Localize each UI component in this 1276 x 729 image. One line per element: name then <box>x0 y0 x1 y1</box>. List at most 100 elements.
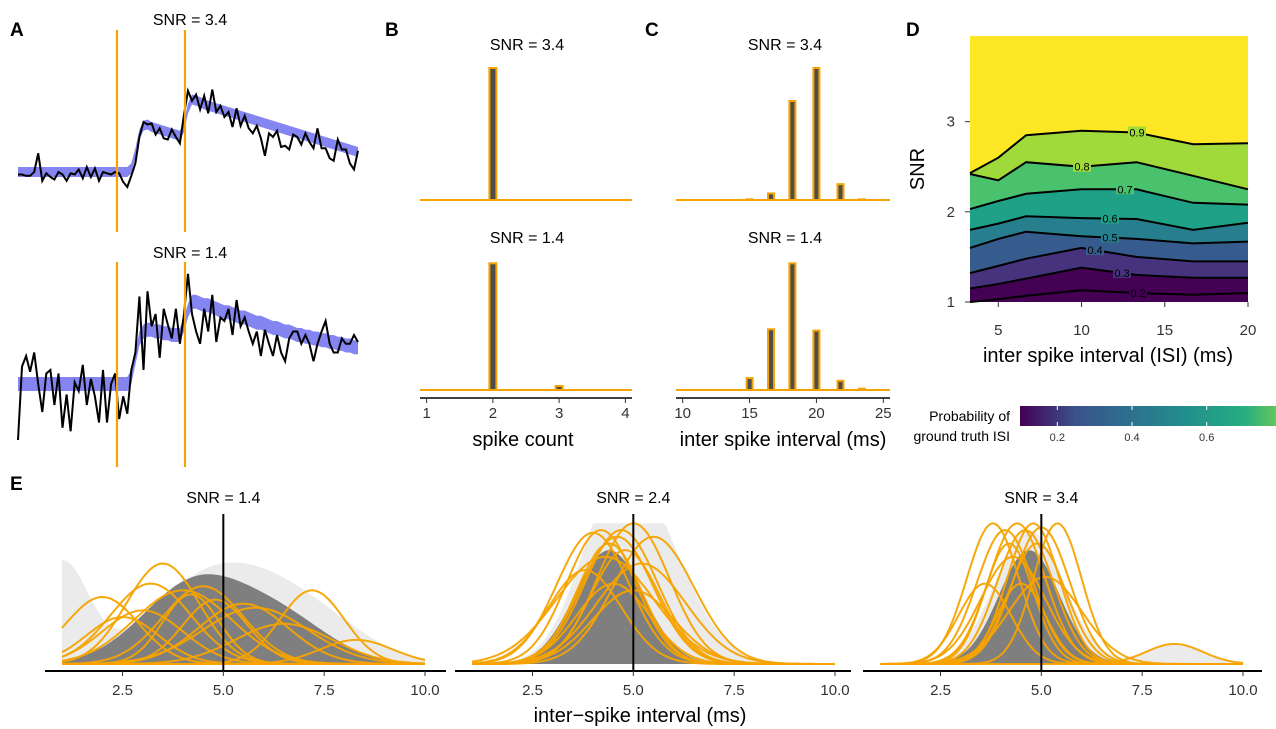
panel-label-d: D <box>906 20 920 41</box>
panel-a-traces: SNR = 3.4 SNR = 1.4 <box>17 12 359 467</box>
contour-line <box>969 215 1249 231</box>
panel-a-title-top: SNR = 3.4 <box>153 12 227 29</box>
panel-c-x-label: inter spike interval (ms) <box>680 429 887 451</box>
x-tick-label: 25 <box>875 405 892 422</box>
contour-line <box>969 246 1248 275</box>
contour-label: 0.4 <box>1087 245 1102 257</box>
x-tick-label: 7.5 <box>314 682 335 699</box>
histogram-bar <box>488 262 498 391</box>
panel-label-a: A <box>10 20 24 41</box>
contour-label-bg <box>1073 160 1091 172</box>
posterior-curve <box>62 606 426 665</box>
contour-label-bg <box>1101 231 1119 243</box>
legend-title-line2: ground truth ISI <box>913 428 1010 444</box>
legend-tick-label: 0.2 <box>1050 432 1065 444</box>
heatmap-band <box>970 290 1248 302</box>
x-tick-label: 10 <box>1073 322 1090 339</box>
panel-c-title-bottom: SNR = 1.4 <box>748 230 822 247</box>
x-tick-label: 2.5 <box>930 682 951 699</box>
facet-title: SNR = 1.4 <box>186 490 260 507</box>
panel-e-x-label: inter−spike interval (ms) <box>534 705 747 727</box>
legend-tick-label: 0.4 <box>1124 432 1139 444</box>
panel-c-title-top: SNR = 3.4 <box>748 37 822 54</box>
histogram-bar <box>788 262 797 391</box>
histogram-bar <box>836 183 845 201</box>
panel-b-title-top: SNR = 3.4 <box>490 37 564 54</box>
x-tick-label: 7.5 <box>1132 682 1153 699</box>
contour-line <box>969 129 1249 174</box>
x-tick-label: 2.5 <box>522 682 543 699</box>
contour-label-bg <box>1116 183 1134 195</box>
x-tick-label: 15 <box>1156 322 1173 339</box>
contour-line <box>969 188 1249 211</box>
x-tick-label: 15 <box>741 405 758 422</box>
x-tick-label: 20 <box>1240 322 1257 339</box>
fit-band-0 <box>18 94 358 177</box>
histogram-bar <box>857 387 866 392</box>
histogram-bar <box>767 328 775 391</box>
x-tick-label: 3 <box>555 405 563 422</box>
x-tick-label: 4 <box>621 405 629 422</box>
panel-b-x-label: spike count <box>472 429 574 451</box>
x-tick-label: 20 <box>808 405 825 422</box>
contour-label: 0.7 <box>1117 184 1132 196</box>
histogram-bar <box>836 379 845 391</box>
legend-title-line1: Probability of <box>929 408 1010 424</box>
x-tick-label: 2.5 <box>112 682 133 699</box>
contour-label: 0.9 <box>1129 128 1144 140</box>
histogram-bar <box>788 100 797 201</box>
contour-label-bg <box>1128 126 1146 138</box>
histogram-bar <box>812 329 821 392</box>
posterior-curve <box>62 593 425 665</box>
contour-line <box>969 266 1248 290</box>
contour-label: 0.6 <box>1102 214 1117 226</box>
contour-label-bg <box>1086 244 1104 256</box>
x-tick-label: 5.0 <box>1031 682 1052 699</box>
panel-label-e: E <box>10 474 23 495</box>
contour-label: 0.2 <box>1130 288 1145 300</box>
contour-label: 0.8 <box>1074 162 1089 174</box>
x-tick-label: 5 <box>994 322 1002 339</box>
panel-a-title-bottom: SNR = 1.4 <box>153 245 227 262</box>
x-tick-label: 5.0 <box>623 682 644 699</box>
contour-line <box>969 230 1249 249</box>
posterior-curve <box>880 555 1243 665</box>
y-tick-label: 1 <box>947 294 955 311</box>
panel-c-isi: SNR = 3.4 SNR = 1.4 inter spike interval… <box>674 37 891 451</box>
legend-tick-label: 0.6 <box>1199 432 1214 444</box>
panel-e-densities: inter−spike interval (ms) 2.5 5.0 7.5 10.0 S… <box>45 490 1262 727</box>
x-tick-label: 10.0 <box>410 682 439 699</box>
x-tick-label: 1 <box>422 405 430 422</box>
contour-label-bg <box>1113 267 1131 279</box>
y-tick-label: 2 <box>947 204 955 221</box>
contour-label-bg <box>1129 287 1147 299</box>
panel-d-x-label: inter spike interval (ISI) (ms) <box>983 345 1233 367</box>
x-tick-label: 5.0 <box>213 682 234 699</box>
x-tick-label: 10 <box>674 405 691 422</box>
voltage-trace-1 <box>17 273 359 441</box>
panel-label-b: B <box>385 20 399 41</box>
histogram-bar <box>554 385 564 391</box>
x-tick-label: 2 <box>489 405 497 422</box>
x-tick-label: 10.0 <box>820 682 849 699</box>
contour-line <box>969 289 1249 303</box>
posterior-curve <box>472 529 835 665</box>
posterior-curve <box>880 642 1244 665</box>
facet-title: SNR = 2.4 <box>596 490 670 507</box>
fit-band-1 <box>18 294 358 391</box>
panel-d-y-label: SNR <box>907 148 929 190</box>
density-area-light <box>880 530 1243 664</box>
panel-b-spike-count: SNR = 3.4 SNR = 1.4 spike count 1 2 3 4 <box>420 37 632 451</box>
contour-label: 0.5 <box>1102 233 1117 245</box>
x-tick-label: 10.0 <box>1228 682 1257 699</box>
x-tick-label: 7.5 <box>724 682 745 699</box>
density-area-dark <box>472 550 835 664</box>
color-legend-bar <box>1020 406 1276 426</box>
panel-label-c: C <box>645 20 659 41</box>
facet-title: SNR = 3.4 <box>1004 490 1078 507</box>
histogram-bar <box>857 198 866 202</box>
histogram-bar <box>488 67 498 201</box>
voltage-trace-0 <box>18 87 359 190</box>
